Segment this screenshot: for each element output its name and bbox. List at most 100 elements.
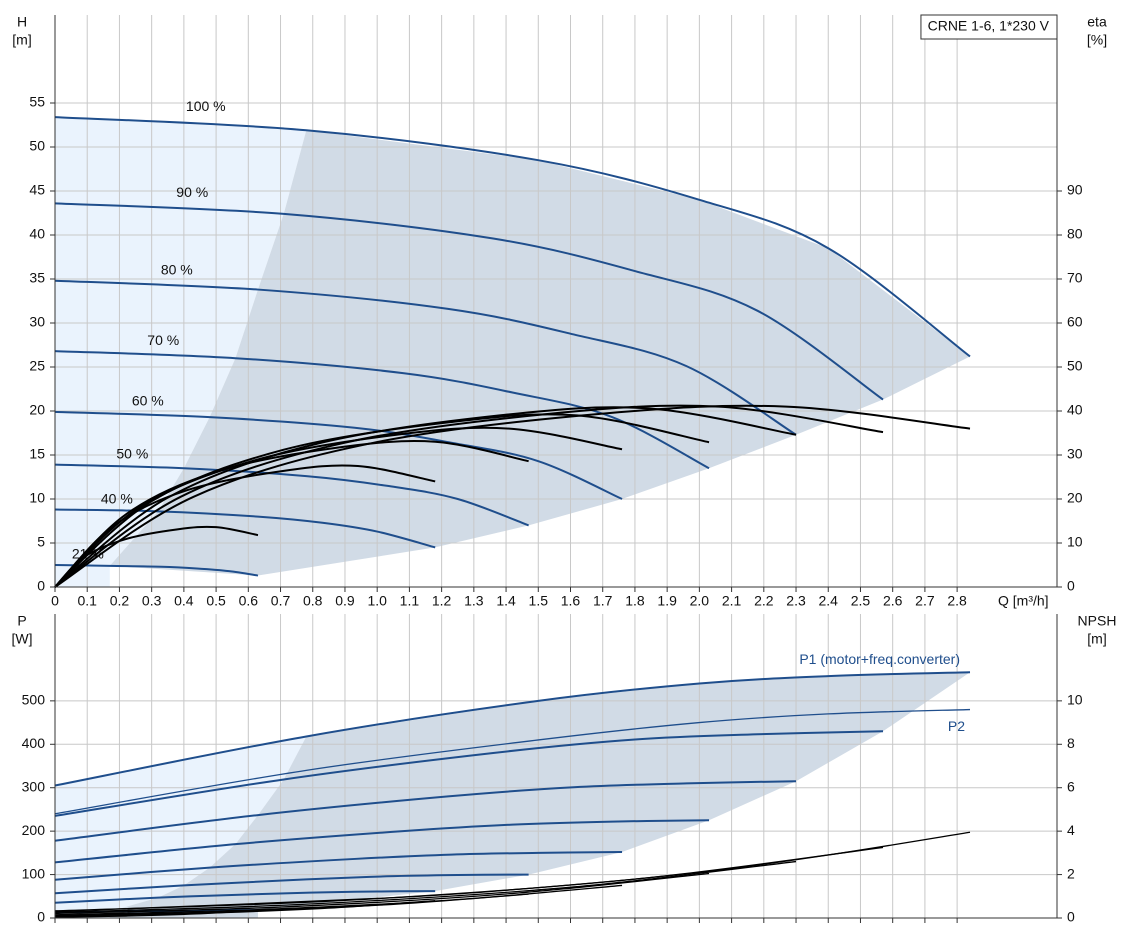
curve [54,671,971,787]
x-tick-label: 1.6 [561,593,581,609]
y2-tick-label: 4 [1067,822,1075,838]
curve-label: 50 % [116,445,148,461]
curve [54,116,971,358]
x-tick-label: 1.8 [625,593,645,609]
y2-tick-label: 50 [1067,358,1083,374]
curve [54,410,623,500]
y-label: H [17,14,27,30]
y-tick-label: 45 [29,182,45,198]
y2-label: NPSH [1078,613,1117,629]
curve-label: 100 % [186,98,226,114]
curve [54,780,797,842]
y-tick-label: 20 [29,402,45,418]
annotation-box [920,14,1058,40]
curve [54,464,436,588]
curve [54,899,436,917]
curve [54,279,797,436]
x-tick-label: 0.8 [303,593,323,609]
y-tick-label: 0 [37,578,45,594]
x-tick-label: 0.1 [77,593,97,609]
x-tick-label: 1.3 [464,593,484,609]
y-tick-label: 15 [29,446,45,462]
y-tick-label: 400 [22,735,46,751]
x-tick-label: 2.2 [754,593,774,609]
y2-tick-label: 90 [1067,182,1083,198]
x-tick-label: 2.7 [915,593,935,609]
y2-tick-label: 6 [1067,778,1075,794]
y-tick-label: 40 [29,226,45,242]
y-tick-label: 0 [37,909,45,925]
annotation: CRNE 1-6, 1*230 V [928,18,1050,34]
curve [54,202,884,401]
curve [54,463,529,527]
curve [54,350,710,470]
curve [54,873,529,895]
y-label: [m] [12,32,31,48]
curve [54,404,884,588]
y2-tick-label: 10 [1067,534,1083,550]
y2-tick-label: 0 [1067,909,1075,925]
y2-tick-label: 2 [1067,865,1075,881]
curve [54,909,259,918]
y2-label: [%] [1087,32,1107,48]
y2-tick-label: 30 [1067,446,1083,462]
y-tick-label: 5 [37,534,45,550]
x-tick-label: 2.6 [883,593,903,609]
x-tick-label: 0 [51,593,59,609]
curve [54,564,259,577]
x-tick-label: 2.5 [851,593,871,609]
x-tick-label: 0.2 [110,593,130,609]
curve-label: 80 % [161,261,193,277]
y2-tick-label: 70 [1067,270,1083,286]
x-tick-label: 1.4 [496,593,516,609]
curve [54,730,884,817]
x-tick-label: 1.5 [529,593,549,609]
y-tick-label: 30 [29,314,45,330]
x-tick-label: 0.5 [206,593,226,609]
y2-tick-label: 80 [1067,226,1083,242]
y-tick-label: 55 [29,94,45,110]
curve-label: 90 % [176,184,208,200]
curve [54,525,259,588]
y-tick-label: 10 [29,490,45,506]
x-tick-label: 0.4 [174,593,194,609]
x-tick-label: 0.7 [271,593,291,609]
x-tick-label: 1.2 [432,593,452,609]
y-tick-label: 35 [29,270,45,286]
curve [54,860,797,914]
curve [54,850,623,881]
y2-tick-label: 20 [1067,490,1083,506]
y-tick-label: 100 [22,865,46,881]
y2-tick-label: 0 [1067,578,1075,594]
curve [54,846,884,912]
y2-tick-label: 8 [1067,735,1075,751]
x-tick-label: 1.9 [657,593,677,609]
curve [54,426,623,588]
curve [54,708,971,815]
y-label: P [17,613,26,629]
curve-label: P2 [948,718,965,734]
y2-tick-label: 60 [1067,314,1083,330]
y-tick-label: 25 [29,358,45,374]
curve [54,819,710,864]
x-tick-label: 2.8 [947,593,967,609]
x-tick-label: 1.0 [367,593,387,609]
curve [54,872,710,915]
curve-label: 70 % [147,332,179,348]
y2-tick-label: 40 [1067,402,1083,418]
curve [54,890,436,904]
curve-label: 40 % [101,490,133,506]
y-tick-label: 50 [29,138,45,154]
low-flow-region [55,736,307,918]
y-tick-label: 500 [22,692,46,708]
y2-tick-label: 10 [1067,692,1083,708]
y-label: [W] [12,631,33,647]
x-tick-label: 2.1 [722,593,742,609]
curve-label: 60 % [132,393,164,409]
y-tick-label: 300 [22,778,46,794]
x-tick-label: 1.7 [593,593,613,609]
curve [54,884,623,916]
operating-region [109,130,971,576]
x-tick-label: 0.6 [239,593,259,609]
